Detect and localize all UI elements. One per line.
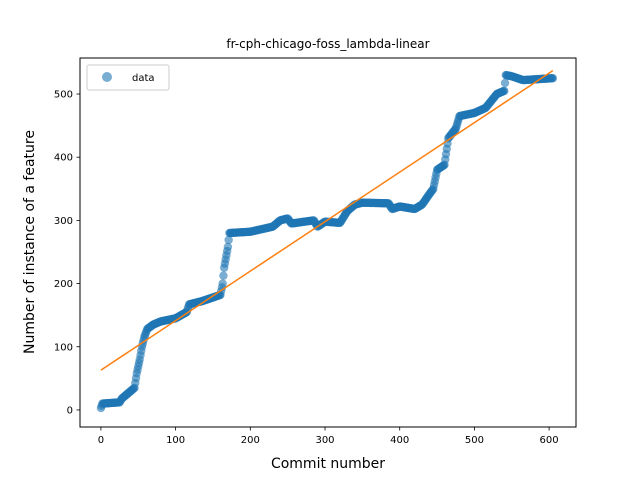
x-tick-label: 0: [98, 435, 104, 446]
x-tick-label: 600: [540, 435, 559, 446]
data-point: [219, 271, 228, 280]
fit-line: [100, 70, 554, 371]
y-tick-label: 100: [54, 342, 73, 353]
y-tick-label: 0: [67, 405, 73, 416]
x-tick-label: 400: [390, 435, 409, 446]
plot-area: [96, 70, 558, 413]
legend: data: [86, 64, 170, 91]
data-point: [548, 74, 558, 83]
legend-box: [86, 64, 170, 91]
x-tick-label: 500: [465, 435, 484, 446]
data-point: [223, 242, 233, 252]
data-point: [500, 86, 509, 96]
y-axis-label: Number of instance of a feature: [22, 130, 38, 354]
chart-title: fr-cph-chicago-foss_lambda-linear: [226, 37, 429, 51]
data-point: [224, 235, 233, 245]
y-tick-label: 300: [54, 216, 73, 227]
x-axis: 0 100 200 300 400 500 600: [98, 427, 559, 446]
plot-frame: [79, 57, 577, 428]
y-tick-label: 500: [54, 90, 73, 101]
y-axis: 0 100 200 300 400 500: [54, 90, 80, 416]
data-point: [500, 78, 510, 88]
data-point: [218, 279, 227, 288]
y-tick-label: 400: [54, 153, 73, 164]
legend-entry-data: data: [132, 73, 155, 84]
y-tick-label: 200: [54, 279, 73, 290]
x-tick-label: 300: [315, 435, 334, 446]
x-tick-label: 200: [241, 435, 260, 446]
legend-marker: [102, 72, 112, 82]
x-axis-label: Commit number: [271, 456, 385, 472]
x-tick-label: 100: [166, 435, 185, 446]
